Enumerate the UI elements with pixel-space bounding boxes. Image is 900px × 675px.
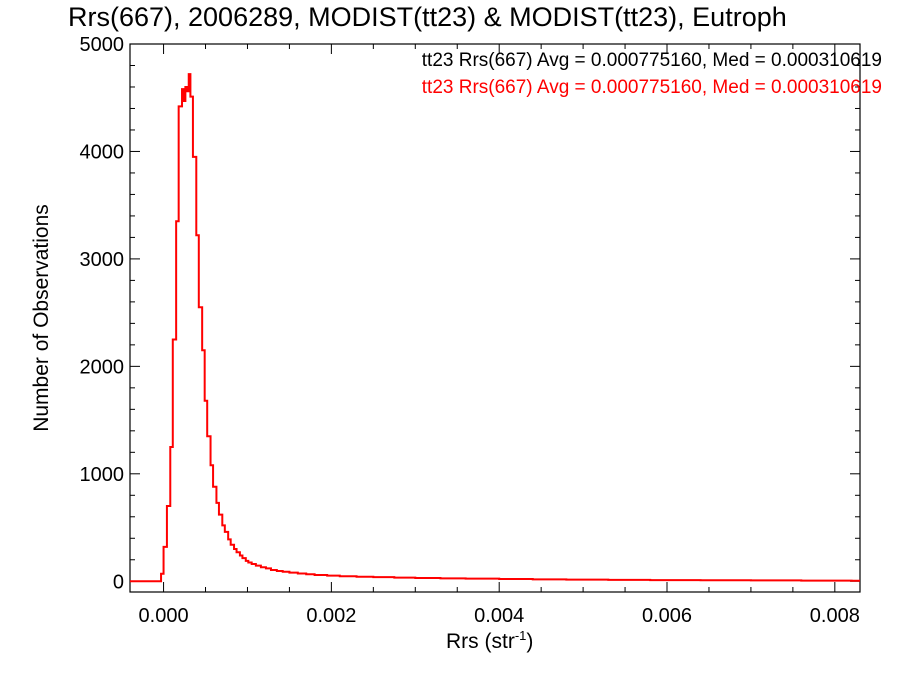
x-axis-label-text: Rrs (str: [446, 630, 515, 653]
y-tick-label: 5000: [80, 34, 125, 56]
y-tick-label: 4000: [80, 141, 125, 163]
x-tick-label: 0.000: [139, 605, 189, 627]
chart-title: Rrs(667), 2006289, MODIST(tt23) & MODIST…: [68, 2, 787, 32]
x-tick-label: 0.008: [810, 605, 860, 627]
x-tick-label: 0.002: [306, 605, 356, 627]
y-tick-label: 3000: [80, 249, 125, 271]
y-tick-label: 2000: [80, 356, 125, 378]
y-tick-label: 1000: [80, 464, 125, 486]
x-tick-label: 0.004: [474, 605, 524, 627]
x-tick-label: 0.006: [642, 605, 692, 627]
y-tick-label: 0: [113, 571, 124, 593]
y-axis-label: Number of Observations: [30, 204, 53, 432]
axis-ticks: [130, 43, 860, 592]
histogram-series-line: [130, 73, 860, 583]
legend-entry-1: tt23 Rrs(667) Avg = 0.000775160, Med = 0…: [421, 50, 882, 71]
axis-tick-labels: 0.000 0.002 0.004 0.006 0.008 0 1000 2000 3000 40…: [80, 34, 860, 627]
x-axis-label-exponent: -1: [514, 628, 527, 643]
legend-entry-2: tt23 Rrs(667) Avg = 0.000775160, Med = 0…: [421, 77, 882, 98]
plot-frame: [129, 43, 861, 593]
x-axis-label-close: ): [526, 630, 534, 653]
x-axis-label: Rrs (str-1): [446, 628, 533, 654]
